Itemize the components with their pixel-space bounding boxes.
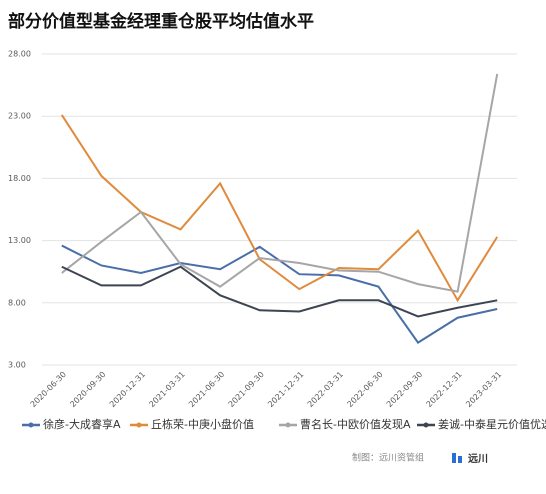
legend: 徐彦-大成睿享A 丘栋荣-中庚小盘价值 曹名长-中欧价值发现A 姜诚-中泰星元价值优选… xyxy=(22,417,546,431)
x-tick-label: 2021-03-31 xyxy=(147,370,186,409)
legend-swatch xyxy=(136,422,142,428)
x-tick-label: 2022-12-31 xyxy=(425,370,464,409)
logo-icon xyxy=(452,453,456,463)
chart-title: 部分价值型基金经理重仓股平均估值水平 xyxy=(8,11,314,32)
logo-icon xyxy=(458,456,462,463)
x-tick-label: 2020-06-30 xyxy=(29,370,68,409)
x-tick-label: 2022-03-31 xyxy=(306,370,345,409)
y-tick-label: 18.00 xyxy=(8,174,31,183)
credit: 制图：远川资管组 xyxy=(352,452,424,464)
legend-swatch xyxy=(28,422,34,428)
x-tick-label: 2021-06-30 xyxy=(187,370,226,409)
legend-label: 丘栋荣-中庚小盘价值 xyxy=(151,417,254,431)
series-line xyxy=(61,73,499,293)
y-tick-label: 13.00 xyxy=(8,236,31,245)
legend-label: 曹名长-中欧价值发现A xyxy=(300,417,411,431)
legend-swatch xyxy=(423,422,429,428)
y-tick-label: 3.00 xyxy=(8,361,26,370)
y-tick-label: 8.00 xyxy=(8,298,26,307)
legend-label: 姜诚-中泰星元价值优选A xyxy=(438,417,546,431)
x-tick-label: 2022-09-30 xyxy=(385,370,424,409)
legend-label: 徐彦-大成睿享A xyxy=(43,417,121,431)
x-tick-label: 2021-09-30 xyxy=(227,370,266,409)
x-tick-label: 2021-12-31 xyxy=(266,370,305,409)
x-tick-label: 2020-09-30 xyxy=(68,370,107,409)
series-line xyxy=(61,265,498,318)
y-tick-label: 28.00 xyxy=(8,50,31,59)
x-tick-label: 2023-03-31 xyxy=(464,370,503,409)
logo-text: 远川 xyxy=(468,453,488,465)
x-tick-label: 2022-06-30 xyxy=(345,370,384,409)
legend-swatch xyxy=(285,422,291,428)
x-tick-label: 2020-12-31 xyxy=(108,370,147,409)
series-line xyxy=(60,114,499,303)
y-tick-label: 23.00 xyxy=(8,112,31,121)
